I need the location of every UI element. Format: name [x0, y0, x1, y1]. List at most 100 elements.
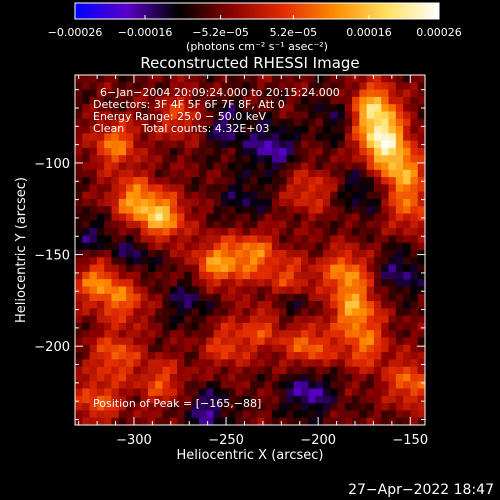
- heatmap-cell: [301, 82, 309, 90]
- heatmap-cell: [286, 373, 295, 382]
- heatmap-cell: [279, 228, 287, 236]
- heatmap-cell: [75, 373, 83, 382]
- heatmap-cell: [177, 133, 185, 142]
- heatmap-cell: [118, 257, 127, 265]
- heatmap-cell: [126, 82, 134, 90]
- heatmap-cell: [301, 417, 309, 426]
- heatmap-cell: [118, 373, 127, 382]
- heatmap-cell: [198, 213, 207, 222]
- heatmap-cell: [264, 388, 273, 397]
- heatmap-cell: [118, 352, 127, 360]
- heatmap-cell: [279, 395, 287, 404]
- heatmap-cell: [75, 257, 83, 265]
- heatmap-cell: [140, 220, 149, 229]
- heatmap-cell: [235, 301, 244, 309]
- heatmap-cell: [169, 126, 178, 134]
- heatmap-cell: [315, 308, 324, 317]
- heatmap-cell: [308, 359, 317, 368]
- heatmap-cell: [330, 96, 338, 105]
- heatmap-cell: [381, 147, 389, 156]
- heatmap-cell: [250, 250, 258, 258]
- heatmap-cell: [395, 82, 404, 90]
- heatmap-cell: [147, 184, 156, 193]
- heatmap-cell: [228, 366, 236, 375]
- heatmap-cell: [104, 264, 112, 273]
- heatmap-cell: [147, 75, 156, 83]
- heatmap-cell: [147, 118, 156, 127]
- heatmap-cell: [198, 301, 207, 309]
- heatmap-cell: [140, 184, 149, 193]
- heatmap-cell: [220, 381, 229, 389]
- heatmap-cell: [206, 417, 214, 426]
- heatmap-cell: [373, 177, 382, 185]
- heatmap-cell: [330, 315, 338, 324]
- heatmap-cell: [191, 381, 200, 389]
- heatmap-cell: [301, 359, 309, 368]
- heatmap-cell: [410, 417, 419, 426]
- heatmap-cell: [75, 147, 83, 156]
- heatmap-cell: [373, 184, 382, 193]
- heatmap-cell: [257, 206, 265, 214]
- heatmap-cell: [308, 162, 317, 171]
- heatmap-cell: [177, 82, 185, 90]
- heatmap-cell: [111, 410, 120, 419]
- heatmap-cell: [395, 162, 404, 171]
- heatmap-cell: [417, 395, 426, 404]
- heatmap-cell: [89, 279, 98, 287]
- heatmap-cell: [395, 191, 404, 200]
- heatmap-cell: [271, 308, 280, 317]
- heatmap-cell: [75, 308, 83, 317]
- heatmap-cell: [308, 279, 317, 287]
- heatmap-cell: [293, 395, 302, 404]
- heatmap-cell: [322, 235, 331, 244]
- heatmap-cell: [235, 373, 244, 382]
- heatmap-cell: [301, 96, 309, 105]
- heatmap-cell: [315, 366, 324, 375]
- heatmap-cell: [344, 242, 353, 251]
- heatmap-cell: [315, 293, 324, 302]
- heatmap-cell: [330, 118, 338, 127]
- heatmap-cell: [279, 147, 287, 156]
- heatmap-cell: [82, 337, 90, 346]
- heatmap-cell: [337, 228, 346, 236]
- heatmap-cell: [279, 235, 287, 244]
- heatmap-cell: [104, 279, 112, 287]
- heatmap-cell: [162, 293, 171, 302]
- heatmap-cell: [184, 395, 193, 404]
- heatmap-cell: [177, 257, 185, 265]
- heatmap-cell: [220, 191, 229, 200]
- heatmap-cell: [271, 235, 280, 244]
- heatmap-cell: [322, 191, 331, 200]
- heatmap-cell: [381, 403, 389, 411]
- heatmap-cell: [126, 191, 134, 200]
- heatmap-cell: [198, 184, 207, 193]
- heatmap-cell: [213, 344, 222, 353]
- heatmap-cell: [147, 198, 156, 207]
- heatmap-cell: [147, 308, 156, 317]
- heatmap-cell: [126, 96, 134, 105]
- heatmap-cell: [155, 286, 163, 295]
- heatmap-cell: [75, 388, 83, 397]
- heatmap-cell: [82, 257, 90, 265]
- heatmap-cell: [271, 264, 280, 273]
- heatmap-cell: [330, 395, 338, 404]
- heatmap-cell: [366, 126, 375, 134]
- heatmap-cell: [395, 155, 404, 163]
- heatmap-cell: [213, 220, 222, 229]
- heatmap-cell: [352, 118, 360, 127]
- heatmap-cell: [293, 82, 302, 90]
- heatmap-cell: [264, 330, 273, 338]
- heatmap-cell: [147, 111, 156, 120]
- heatmap-cell: [322, 198, 331, 207]
- heatmap-cell: [271, 286, 280, 295]
- heatmap-cell: [403, 118, 411, 127]
- heatmap-cell: [301, 403, 309, 411]
- heatmap-cell: [373, 344, 382, 353]
- heatmap-cell: [373, 191, 382, 200]
- heatmap-cell: [133, 235, 142, 244]
- heatmap-cell: [104, 286, 112, 295]
- heatmap-cell: [344, 264, 353, 273]
- heatmap-cell: [395, 279, 404, 287]
- heatmap-cell: [126, 169, 134, 178]
- heatmap-cell: [147, 286, 156, 295]
